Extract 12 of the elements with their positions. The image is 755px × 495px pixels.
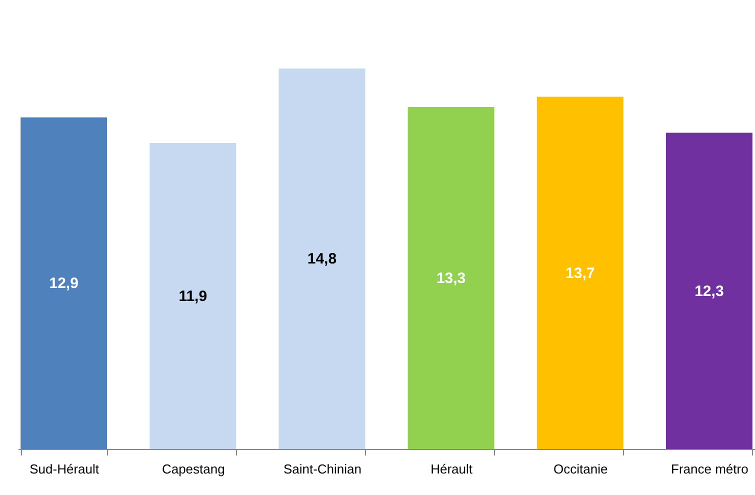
x-tick-label: Capestang [162,462,225,476]
data-label: 13,7 [566,264,595,282]
x-tick-label: Occitanie [554,462,608,476]
x-tick-label: France métro [671,462,748,476]
data-label: 12,3 [694,282,724,300]
x-tick-label: Hérault [430,462,473,476]
x-tick-label: Sud-Hérault [30,462,100,476]
data-label: 11,9 [178,288,208,306]
data-label: 14,8 [307,250,337,268]
data-label: 13,3 [436,270,466,288]
x-tick-label: Saint-Chinian [283,462,362,476]
data-label: 12,9 [49,275,78,292]
